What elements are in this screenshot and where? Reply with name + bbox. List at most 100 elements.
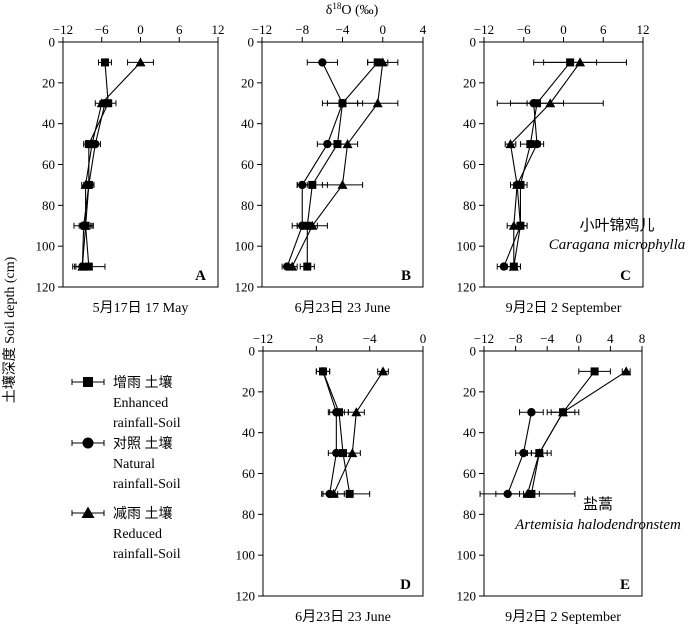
panel-caption: 6月23日 23 June <box>295 300 391 316</box>
plot-frame <box>62 41 219 288</box>
x-tick-label: 12 <box>212 22 225 37</box>
plot-frame <box>483 350 643 597</box>
x-tick-label: −8 <box>509 331 523 346</box>
x-tick-label: 6 <box>176 22 183 37</box>
y-tick-label: 0 <box>49 35 56 50</box>
legend-item-circle: 对照 土壤 Natural rainfall-Soil <box>71 435 181 492</box>
panel-d: −12 −8 −4 0 0 20 40 60 80 100 120 D 6月23日 23 June <box>236 331 427 625</box>
y-tick-label: 120 <box>457 589 477 604</box>
y-tick-label: 40 <box>463 425 476 440</box>
x-tick-label: 0 <box>420 331 427 346</box>
x-tick-label: 6 <box>600 22 607 37</box>
data-point-square <box>100 58 109 67</box>
data-point-triangle <box>77 261 88 271</box>
species-cn: 盐蒿 <box>583 496 613 513</box>
x-tick-label: −8 <box>295 22 309 37</box>
panel-caption: 5月17日 17 May <box>93 300 189 316</box>
species-label-artemisia: 盐蒿 Artemisia halodendronstem <box>514 496 681 533</box>
y-tick-label: 80 <box>463 198 476 213</box>
data-point-circle <box>323 139 332 149</box>
data-point-triangle <box>80 179 91 189</box>
series-square <box>315 367 371 498</box>
y-tick-label: 40 <box>42 116 55 131</box>
data-point-square <box>303 262 312 271</box>
data-point-square <box>308 180 317 189</box>
panel-caption: 9月2日 2 September <box>505 609 621 625</box>
data-point-circle <box>519 448 528 458</box>
y-tick-label: 60 <box>463 466 476 481</box>
data-point-square <box>590 367 599 376</box>
panel-letter: A <box>195 268 206 284</box>
x-tick-label: 4 <box>607 331 614 346</box>
species-latin: Caragana microphylla <box>549 237 686 253</box>
panel-letter: C <box>620 268 631 284</box>
panel-letter: E <box>620 577 630 593</box>
series-triangle <box>74 57 154 271</box>
y-tick-label: 20 <box>242 384 255 399</box>
y-axis-title: 土壤深度 Soil depth (cm) <box>1 256 18 403</box>
data-point-triangle <box>505 139 516 149</box>
y-tick-label: 60 <box>463 157 476 172</box>
species-label-caragana: 小叶锦鸡儿 Caragana microphylla <box>549 217 686 253</box>
legend-label: rainfall-Soil <box>113 416 181 431</box>
y-tick-label: 80 <box>42 198 55 213</box>
data-point-triangle <box>508 220 519 230</box>
legend-label: Natural <box>113 457 155 472</box>
series-triangle <box>479 366 632 498</box>
data-point-square <box>345 489 354 498</box>
legend-marker-circle <box>82 437 94 449</box>
data-point-triangle <box>351 407 362 417</box>
data-point-circle <box>499 262 509 271</box>
x-tick-label: −12 <box>253 331 273 346</box>
y-tick-label: 100 <box>457 548 477 563</box>
data-point-triangle <box>522 488 533 498</box>
data-point-triangle <box>287 261 298 271</box>
data-point-triangle <box>621 366 632 376</box>
legend: 增雨 土壤 Enhanced rainfall-Soil 对照 土壤 Natural ra… <box>71 374 181 562</box>
y-tick-label: 20 <box>241 75 254 90</box>
series-line <box>530 371 596 495</box>
x-tick-label: −4 <box>540 331 554 346</box>
y-tick-label: 120 <box>236 589 256 604</box>
x-tick-label: 4 <box>420 22 427 37</box>
series-triangle <box>286 57 399 271</box>
y-tick-label: 20 <box>463 75 476 90</box>
data-point-triangle <box>378 366 388 376</box>
data-point-triangle <box>377 57 388 67</box>
legend-label: 对照 土壤 <box>113 435 173 452</box>
data-point-triangle <box>558 407 568 417</box>
x-tick-label: −8 <box>309 331 323 346</box>
y-tick-label: 0 <box>470 35 477 50</box>
series-triangle <box>496 57 627 271</box>
x-tick-label: −12 <box>53 22 73 37</box>
legend-label: rainfall-Soil <box>113 547 181 562</box>
data-point-circle <box>298 180 307 190</box>
data-point-triangle <box>87 139 98 149</box>
legend-marker-triangle <box>81 506 95 518</box>
y-tick-label: 60 <box>42 157 55 172</box>
y-tick-label: 80 <box>241 198 254 213</box>
plot-frame <box>261 41 424 288</box>
data-point-triangle <box>534 448 545 458</box>
x-tick-label: −6 <box>517 22 531 37</box>
series-square <box>523 367 611 498</box>
series-line <box>291 62 384 267</box>
y-tick-label: 20 <box>463 384 476 399</box>
legend-label: 减雨 土壤 <box>113 505 173 522</box>
legend-marker-square <box>83 377 93 387</box>
legend-label: Enhanced <box>113 396 168 411</box>
top-axis-title: δ18O (‰) <box>326 1 379 18</box>
panel-letter: B <box>401 268 411 284</box>
data-point-triangle <box>342 139 353 149</box>
x-tick-label: 0 <box>576 331 583 346</box>
data-point-triangle <box>372 98 383 108</box>
series-line <box>322 371 351 495</box>
y-tick-label: 80 <box>242 507 255 522</box>
data-point-circle <box>318 58 327 67</box>
data-point-triangle <box>508 261 519 271</box>
legend-label: rainfall-Soil <box>113 477 181 492</box>
y-tick-label: 40 <box>463 116 476 131</box>
